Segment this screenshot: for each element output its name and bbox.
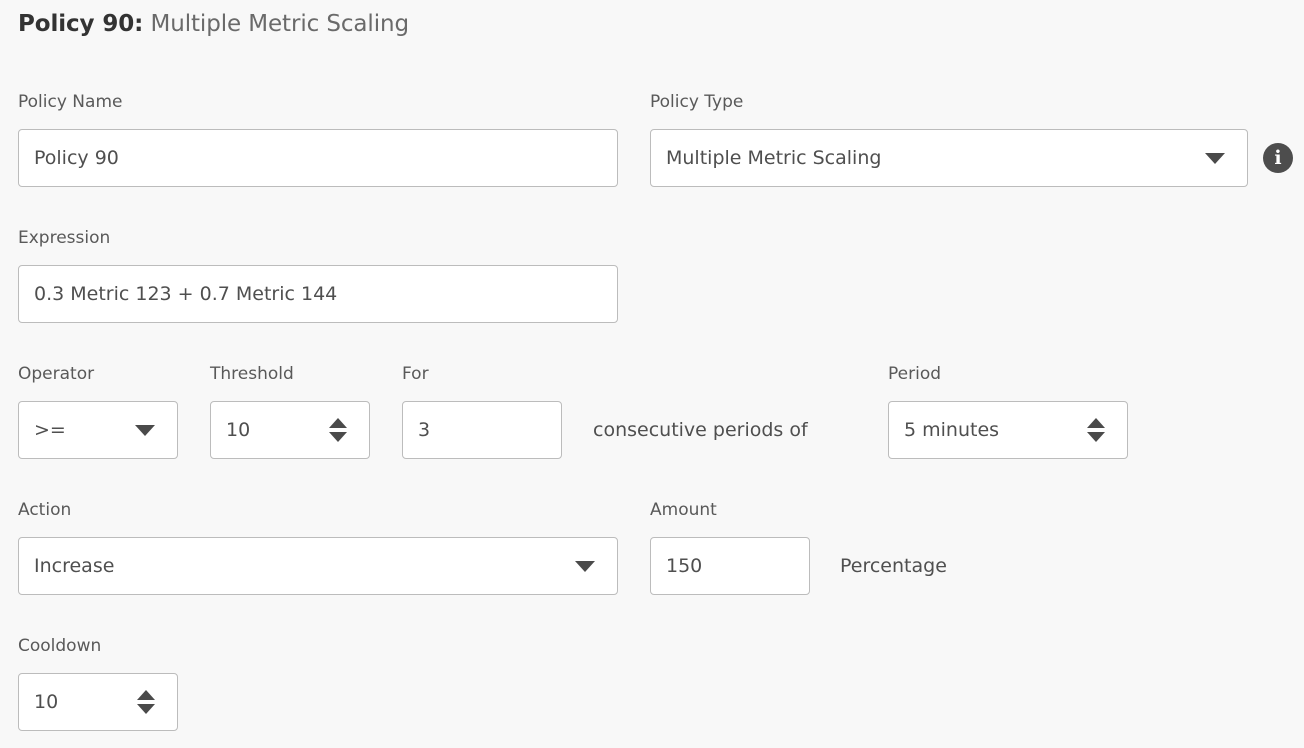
policy-name-value[interactable]: Policy 90 — [34, 147, 119, 169]
threshold-label: Threshold — [210, 364, 294, 384]
spinner-down-icon[interactable] — [329, 432, 347, 442]
for-value[interactable]: 3 — [418, 419, 431, 441]
amount-input[interactable]: 150 — [650, 537, 810, 595]
action-select[interactable]: Increase — [18, 537, 618, 595]
spinner-down-icon[interactable] — [137, 704, 155, 714]
spinner-icon[interactable] — [329, 418, 347, 442]
expression-label: Expression — [18, 228, 111, 248]
expression-input[interactable]: 0.3 Metric 123 + 0.7 Metric 144 — [18, 265, 618, 323]
spinner-up-icon[interactable] — [137, 690, 155, 700]
threshold-stepper[interactable]: 10 — [210, 401, 370, 459]
amount-unit-text: Percentage — [840, 555, 947, 577]
info-icon[interactable]: i — [1263, 143, 1293, 173]
spinner-up-icon[interactable] — [329, 418, 347, 428]
threshold-value[interactable]: 10 — [226, 419, 251, 441]
amount-label: Amount — [650, 500, 717, 520]
spinner-up-icon[interactable] — [1087, 418, 1105, 428]
period-stepper[interactable]: 5 minutes — [888, 401, 1128, 459]
policy-type-select[interactable]: Multiple Metric Scaling — [650, 129, 1248, 187]
policy-name-label: Policy Name — [18, 92, 123, 112]
for-input[interactable]: 3 — [402, 401, 562, 459]
spinner-icon[interactable] — [1087, 418, 1105, 442]
cooldown-value[interactable]: 10 — [34, 691, 59, 713]
policy-type-value: Multiple Metric Scaling — [666, 147, 882, 169]
spinner-down-icon[interactable] — [1087, 432, 1105, 442]
cooldown-stepper[interactable]: 10 — [18, 673, 178, 731]
operator-select[interactable]: >= — [18, 401, 178, 459]
cooldown-label: Cooldown — [18, 636, 102, 656]
policy-type-label: Policy Type — [650, 92, 744, 112]
page-title-policy-type: Multiple Metric Scaling — [143, 11, 409, 37]
expression-value[interactable]: 0.3 Metric 123 + 0.7 Metric 144 — [34, 283, 338, 305]
consecutive-periods-text: consecutive periods of — [593, 419, 808, 441]
chevron-down-icon[interactable] — [135, 424, 155, 436]
chevron-down-icon[interactable] — [1205, 152, 1225, 164]
operator-label: Operator — [18, 364, 95, 384]
amount-value[interactable]: 150 — [666, 555, 703, 577]
operator-value: >= — [34, 419, 66, 441]
page-title: Policy 90: Multiple Metric Scaling — [18, 11, 409, 37]
action-value: Increase — [34, 555, 115, 577]
page-title-policy-id: Policy 90: — [18, 11, 144, 37]
policy-name-input[interactable]: Policy 90 — [18, 129, 618, 187]
chevron-down-icon[interactable] — [575, 560, 595, 572]
period-label: Period — [888, 364, 942, 384]
period-value[interactable]: 5 minutes — [904, 419, 1000, 441]
for-label: For — [402, 364, 429, 384]
action-label: Action — [18, 500, 72, 520]
spinner-icon[interactable] — [137, 690, 155, 714]
